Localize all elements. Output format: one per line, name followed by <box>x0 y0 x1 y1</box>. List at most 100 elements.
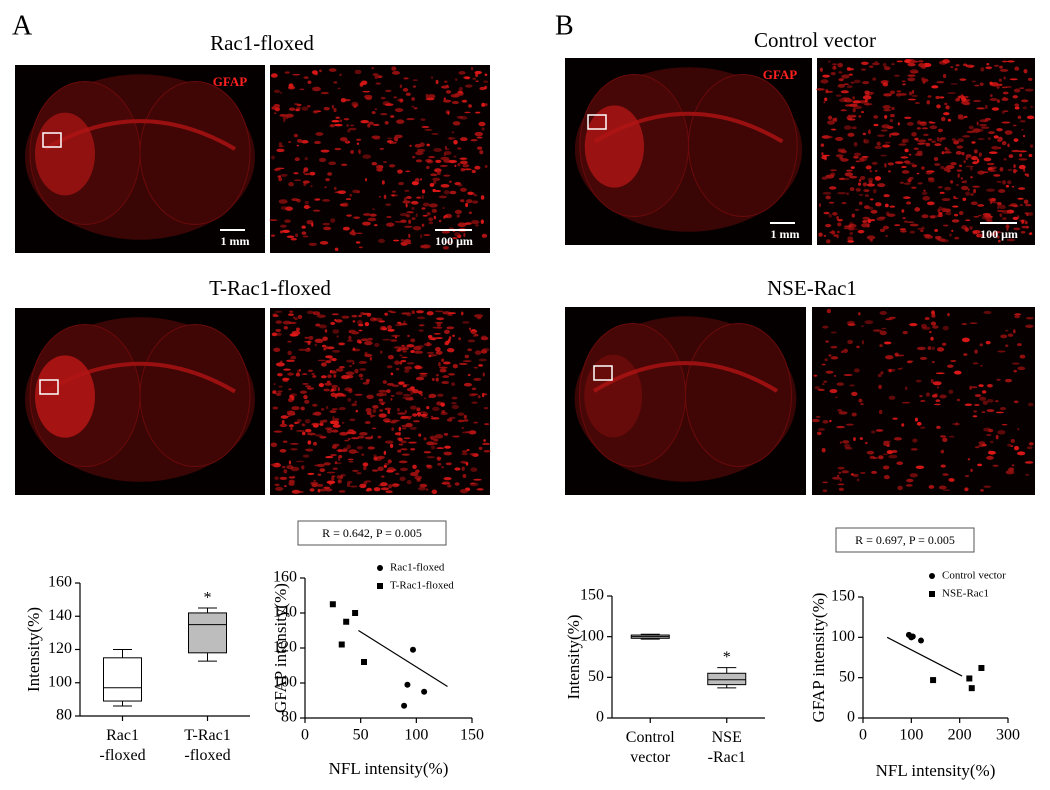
signal-speck <box>285 113 294 118</box>
signal-speck <box>923 233 931 237</box>
signal-speck <box>415 376 425 381</box>
signal-speck <box>838 487 845 492</box>
signal-speck <box>364 94 373 99</box>
signal-speck <box>471 401 478 404</box>
signal-speck <box>973 188 977 194</box>
signal-speck <box>908 91 913 96</box>
signal-speck <box>909 322 918 327</box>
signal-speck <box>288 424 295 428</box>
signal-speck <box>308 335 314 340</box>
signal-speck <box>957 116 965 120</box>
signal-speck <box>441 466 444 469</box>
signal-speck <box>445 340 450 346</box>
signal-speck <box>354 393 363 396</box>
signal-speck <box>911 89 915 94</box>
signal-speck <box>385 89 392 93</box>
signal-speck <box>356 142 360 145</box>
signal-speck <box>896 461 904 466</box>
signal-speck <box>351 101 359 107</box>
signal-speck <box>381 475 385 478</box>
signal-speck <box>397 321 402 324</box>
signal-speck <box>307 472 315 475</box>
signal-speck <box>883 475 890 480</box>
signal-speck <box>364 436 373 440</box>
signal-speck <box>864 441 868 445</box>
signal-speck <box>429 182 435 187</box>
signal-speck <box>380 487 390 491</box>
signal-speck <box>900 156 909 159</box>
signal-speck <box>943 112 950 116</box>
signal-speck <box>462 321 470 324</box>
signal-speck <box>428 155 436 159</box>
legend-marker <box>377 565 383 571</box>
signal-speck <box>1028 442 1034 446</box>
signal-speck <box>399 467 408 472</box>
signal-speck <box>909 223 919 227</box>
signal-speck <box>416 407 421 412</box>
signal-speck <box>452 237 458 240</box>
signal-speck <box>1000 334 1008 339</box>
signal-speck <box>387 459 392 464</box>
x-tick-label: 200 <box>948 727 972 744</box>
signal-speck <box>302 373 308 375</box>
signal-speck <box>936 386 940 389</box>
signal-speck <box>472 192 476 196</box>
point <box>966 675 973 682</box>
signal-speck <box>459 160 468 165</box>
signal-speck <box>344 439 349 442</box>
signal-speck <box>401 344 406 348</box>
signal-speck <box>341 394 347 397</box>
signal-speck <box>418 433 422 437</box>
signal-speck <box>362 312 372 316</box>
signal-speck <box>420 411 427 414</box>
signal-speck <box>441 409 446 413</box>
signal-speck <box>457 147 462 150</box>
signal-speck <box>323 347 326 351</box>
trend-line <box>358 629 448 688</box>
signal-speck <box>844 447 853 450</box>
signal-speck <box>1026 446 1033 450</box>
signal-speck <box>464 111 471 114</box>
signal-speck <box>296 138 303 143</box>
signal-speck <box>457 162 461 167</box>
signal-speck <box>947 92 956 94</box>
signal-speck <box>340 475 343 480</box>
signal-speck <box>861 340 865 345</box>
signal-speck <box>474 314 484 318</box>
signal-speck <box>374 224 378 227</box>
signal-speck <box>859 175 866 180</box>
signal-speck <box>1007 180 1012 185</box>
signal-speck <box>1004 130 1013 135</box>
legend-label: T-Rac1-floxed <box>390 580 454 592</box>
signal-speck <box>325 405 329 410</box>
signal-speck <box>325 178 330 182</box>
signal-speck <box>415 213 418 218</box>
signal-speck <box>906 138 909 143</box>
signal-speck <box>853 368 860 373</box>
signal-speck <box>850 166 855 170</box>
signal-speck <box>378 389 387 393</box>
signal-speck <box>328 161 337 166</box>
signal-speck <box>459 115 468 120</box>
signal-speck <box>864 99 868 103</box>
signal-speck <box>861 68 866 71</box>
signal-speck <box>948 478 955 482</box>
signal-speck <box>980 364 983 367</box>
signal-speck <box>402 200 411 204</box>
signal-speck <box>964 227 969 232</box>
signal-speck <box>870 92 875 94</box>
signal-speck <box>938 206 942 211</box>
signal-speck <box>480 195 485 200</box>
signal-speck <box>1018 158 1028 161</box>
signal-speck <box>343 202 349 207</box>
signal-speck <box>981 390 987 394</box>
signal-speck <box>914 153 923 157</box>
signal-speck <box>396 119 405 124</box>
x-tick-label: 0 <box>301 727 309 744</box>
signal-speck <box>358 329 363 332</box>
signal-speck <box>1026 115 1035 120</box>
signal-speck <box>289 394 294 399</box>
signal-speck <box>951 219 960 223</box>
signal-speck <box>841 74 850 79</box>
signal-speck <box>423 437 427 441</box>
